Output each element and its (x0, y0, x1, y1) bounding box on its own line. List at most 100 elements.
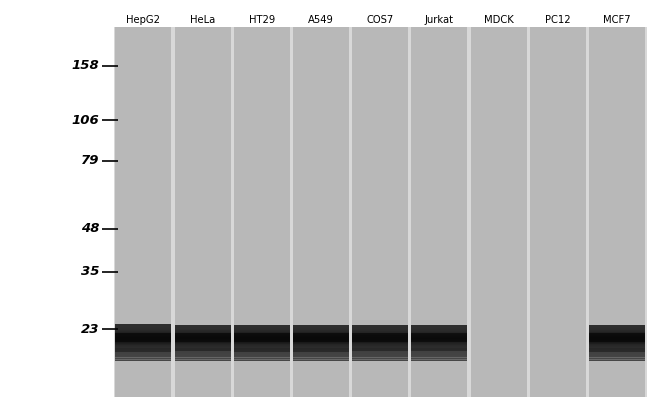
Bar (589, 342, 645, 343)
Bar (589, 349, 645, 351)
Bar (116, 350, 172, 352)
Bar (175, 352, 231, 353)
Bar (293, 339, 349, 340)
Bar (352, 344, 408, 345)
Bar (293, 329, 349, 330)
Bar (293, 344, 349, 345)
Bar (411, 339, 467, 340)
Bar (352, 357, 408, 358)
Bar (293, 348, 349, 349)
Bar (116, 332, 172, 333)
Bar (116, 343, 172, 344)
Bar (352, 350, 408, 351)
Bar (352, 349, 408, 350)
Bar (589, 357, 645, 359)
Bar (293, 357, 349, 358)
Bar (175, 332, 231, 333)
Bar (234, 331, 290, 332)
Bar (411, 338, 467, 339)
Bar (352, 343, 408, 344)
Bar (116, 342, 172, 343)
Bar (234, 337, 290, 338)
Bar (116, 330, 172, 331)
Bar (175, 357, 231, 359)
Bar (116, 346, 172, 347)
Bar (234, 350, 290, 351)
Bar (234, 353, 290, 354)
Bar (589, 351, 645, 352)
Bar (116, 325, 172, 326)
Bar (234, 330, 290, 331)
Bar (589, 330, 645, 331)
Bar (589, 354, 645, 355)
Bar (352, 349, 408, 351)
Bar (175, 334, 231, 335)
Bar (589, 356, 645, 357)
Bar (352, 328, 408, 329)
Bar (589, 343, 645, 344)
Bar (352, 348, 408, 349)
Bar (116, 347, 172, 348)
Bar (116, 331, 172, 332)
Bar (589, 332, 645, 333)
Bar (589, 353, 645, 354)
Text: 23: 23 (81, 323, 99, 336)
Bar (352, 349, 408, 350)
Bar (411, 340, 467, 341)
Bar (175, 354, 231, 355)
Bar (116, 331, 172, 332)
Bar (293, 343, 349, 344)
Bar (293, 341, 349, 342)
Bar (234, 338, 290, 339)
Bar (589, 337, 645, 338)
Bar (411, 350, 467, 351)
Bar (175, 350, 231, 351)
Bar (293, 326, 349, 327)
Bar (175, 344, 231, 345)
Bar (234, 357, 290, 359)
Bar (175, 335, 231, 336)
Bar (293, 338, 349, 339)
Bar (175, 354, 231, 355)
Bar (352, 356, 408, 357)
Bar (589, 360, 645, 362)
Bar (116, 332, 172, 333)
Bar (175, 328, 231, 329)
Bar (589, 348, 645, 349)
Bar (293, 350, 349, 351)
Bar (234, 356, 290, 357)
Bar (175, 338, 231, 339)
Bar (293, 334, 349, 335)
Bar (116, 340, 172, 341)
Bar (589, 347, 645, 348)
Bar (293, 337, 349, 338)
Bar (589, 355, 645, 356)
Bar (175, 326, 231, 327)
Bar (234, 331, 290, 332)
Bar (589, 349, 645, 350)
Bar (293, 352, 349, 353)
Bar (234, 342, 290, 343)
Bar (175, 334, 231, 335)
Bar (411, 345, 467, 346)
Bar (411, 356, 467, 357)
Text: 35: 35 (81, 265, 99, 278)
Bar (234, 329, 290, 330)
Bar (352, 342, 408, 343)
Bar (352, 346, 408, 347)
Bar (352, 336, 408, 337)
Bar (589, 328, 645, 329)
Bar (234, 350, 290, 352)
Bar (293, 324, 349, 325)
Bar (175, 326, 231, 327)
Bar (175, 327, 231, 328)
Bar (293, 352, 349, 354)
Bar (293, 333, 349, 334)
Bar (116, 344, 172, 345)
Bar (234, 327, 290, 328)
Bar (589, 327, 645, 328)
Bar (411, 331, 467, 332)
Bar (293, 349, 349, 350)
Bar (116, 325, 172, 326)
Bar (116, 335, 172, 336)
